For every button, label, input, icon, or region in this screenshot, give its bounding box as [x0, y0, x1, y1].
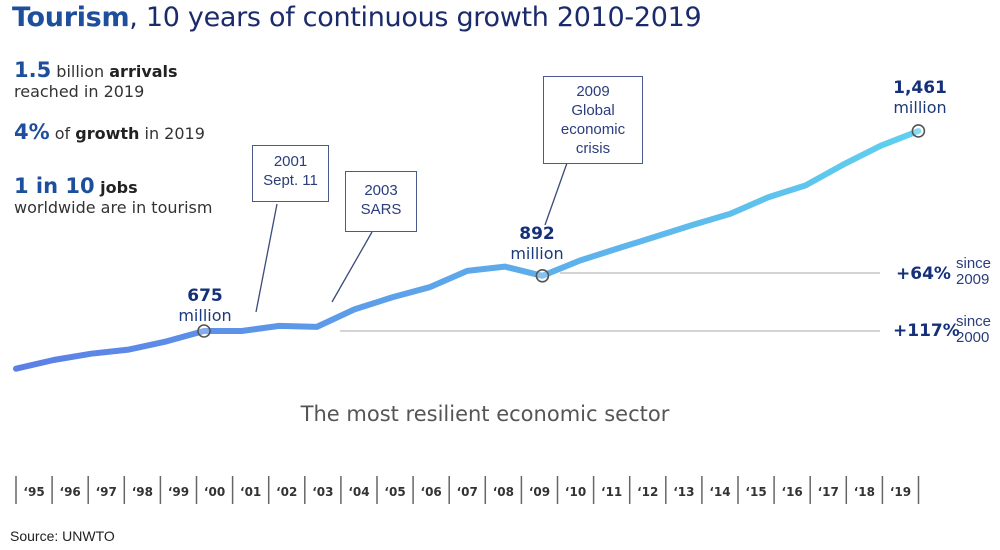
x-tick-label: ‘17	[818, 485, 839, 499]
x-tick-label: ‘96	[60, 485, 81, 499]
x-tick-label: ‘98	[132, 485, 153, 499]
x-tick-label: ‘07	[457, 485, 478, 499]
highlight-marker-09	[535, 268, 550, 283]
source-note: Source: UNWTO	[10, 528, 115, 544]
x-tick-label: ‘18	[854, 485, 875, 499]
value-label-2000: 675 million	[165, 286, 245, 326]
value-label-number: 1,461	[893, 78, 947, 98]
series-line-arrivals	[13, 128, 922, 372]
stat-growth: 4% of growth in 2019	[14, 122, 205, 144]
stat-bold: growth	[75, 124, 140, 143]
stat-jobs: 1 in 10 jobs worldwide are in tourism	[14, 176, 212, 218]
stat-text: of	[49, 124, 76, 143]
x-tick-label: ‘10	[565, 485, 586, 499]
x-tick-label: ‘05	[384, 485, 405, 499]
callout-leader-2003	[331, 231, 373, 303]
value-label-number: 892	[519, 224, 555, 244]
value-label-2009: 892 million	[497, 224, 577, 264]
stat-text: billion	[51, 62, 110, 81]
since-year: 2000	[956, 329, 990, 346]
title-rest: , 10 years of continuous growth 2010-201…	[129, 2, 702, 33]
x-tick-label: ‘97	[96, 485, 117, 499]
stat-arrivals-value: 1.5	[14, 58, 52, 82]
value-label-unit: million	[893, 98, 947, 117]
growth-pct-since-2000: +117%	[893, 321, 960, 341]
x-tick-label: ‘12	[637, 485, 658, 499]
x-tick-label: ‘13	[673, 485, 694, 499]
x-tick-label: ‘01	[240, 485, 261, 499]
callout-text: crisis	[575, 140, 611, 157]
callout-text: SARS	[360, 201, 402, 218]
callout-leader-2001	[255, 203, 278, 313]
highlight-marker-19	[911, 124, 926, 138]
x-tick-label: ‘02	[276, 485, 297, 499]
x-tick-label: ‘15	[745, 485, 766, 499]
x-tick-label: ‘03	[312, 485, 333, 499]
chart-subtitle: The most resilient economic sector	[300, 402, 670, 426]
value-label-2019: 1,461 million	[880, 78, 960, 118]
x-tick-label: ‘16	[782, 485, 803, 499]
page-title: Tourism, 10 years of continuous growth 2…	[12, 2, 702, 33]
callout-2009: 2009 Global economic crisis	[543, 76, 643, 164]
growth-since-2000: since 2000	[956, 314, 991, 346]
callout-year: 2001	[273, 153, 308, 170]
value-label-unit: million	[178, 306, 232, 325]
x-tick-label: ‘09	[529, 485, 550, 499]
since-year: 2009	[956, 271, 990, 288]
since-label: since	[956, 313, 992, 330]
callout-year: 2009	[576, 83, 610, 100]
x-tick-label: ‘08	[493, 485, 514, 499]
callout-leader-2009	[544, 162, 568, 226]
stat-bold: jobs	[94, 178, 138, 197]
x-tick-label: ‘19	[890, 485, 911, 499]
x-tick-label: ‘11	[601, 485, 622, 499]
value-label-number: 675	[187, 286, 223, 306]
growth-pct-since-2009: +64%	[896, 264, 951, 284]
callout-2001: 2001 Sept. 11	[252, 145, 329, 202]
callout-year: 2003	[364, 182, 398, 199]
stat-growth-value: 4%	[14, 120, 50, 144]
growth-since-2009: since 2009	[956, 256, 991, 288]
x-tick-label: ‘95	[23, 485, 44, 499]
callout-text: Sept. 11	[263, 172, 318, 189]
x-tick-label: ‘14	[709, 485, 730, 499]
x-tick-label: ‘04	[348, 485, 369, 499]
x-tick-label: ‘99	[168, 485, 189, 499]
stat-jobs-value: 1 in 10	[14, 174, 95, 198]
stat-line2: reached in 2019	[14, 82, 145, 101]
callout-text: economic	[560, 121, 626, 138]
stat-text: in 2019	[139, 124, 205, 143]
callout-text: Global	[571, 102, 615, 119]
stat-bold: arrivals	[109, 62, 178, 81]
x-tick-label: ‘06	[421, 485, 442, 499]
callout-2003: 2003 SARS	[345, 171, 417, 232]
highlight-marker-00	[197, 324, 211, 338]
since-label: since	[956, 255, 992, 272]
value-label-unit: million	[510, 244, 564, 263]
stat-arrivals: 1.5 billion arrivals reached in 2019	[14, 60, 178, 102]
x-tick-label: ‘00	[204, 485, 225, 499]
stat-line2: worldwide are in tourism	[14, 198, 213, 217]
title-bold: Tourism	[12, 2, 130, 33]
